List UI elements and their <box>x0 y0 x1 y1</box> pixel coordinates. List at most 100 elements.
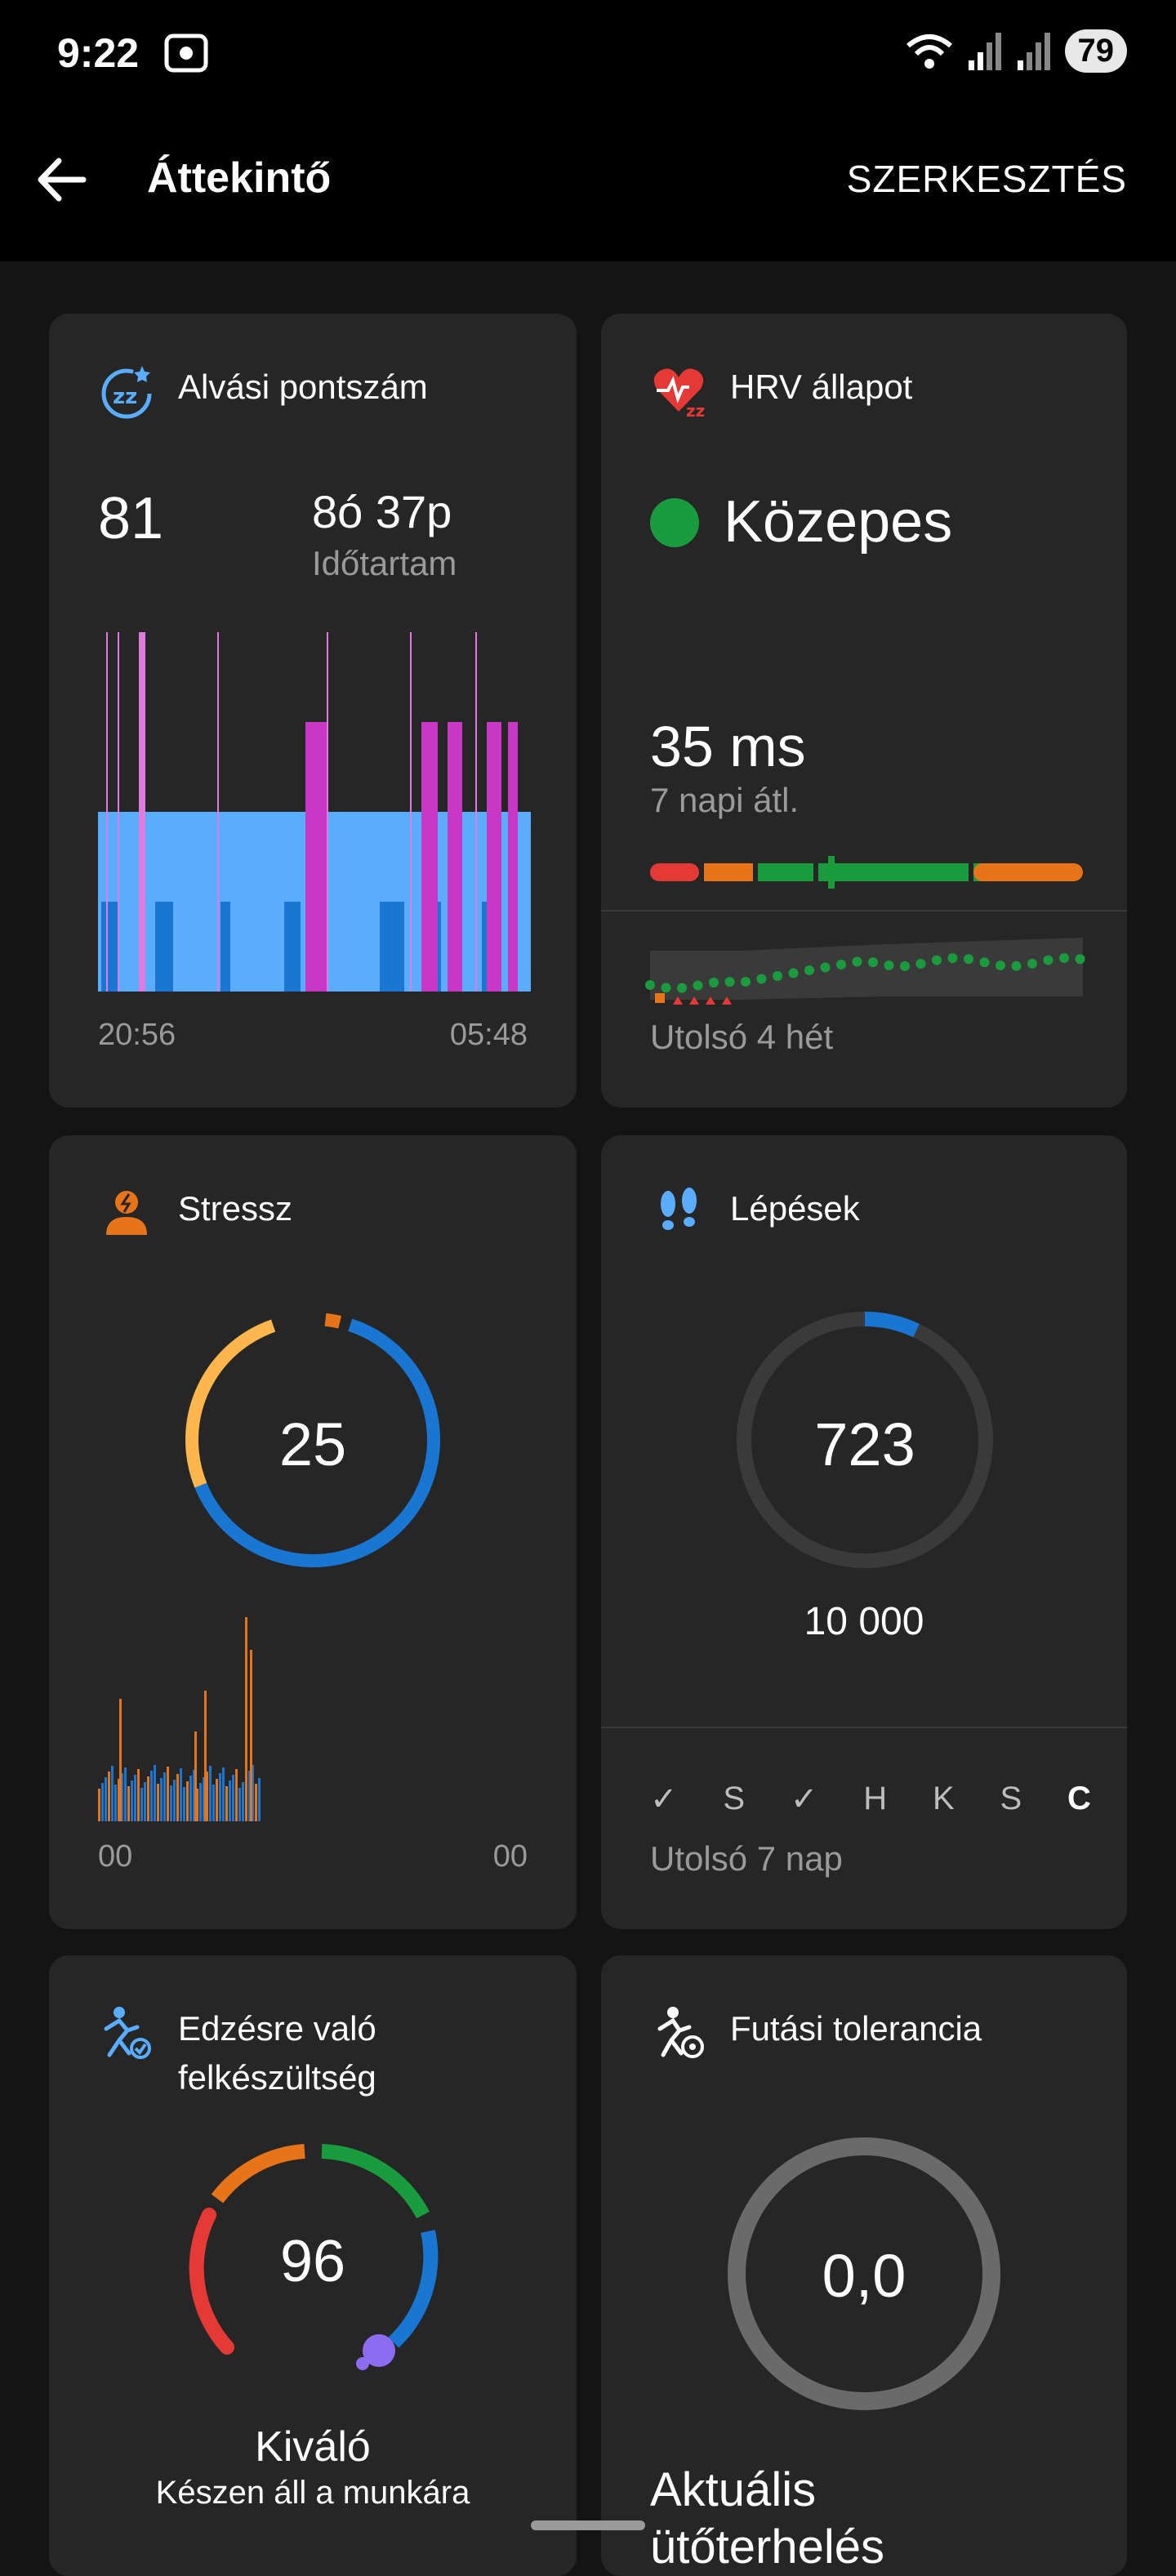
sleep-awake-mark <box>327 632 328 992</box>
hrv-trend-dot <box>1043 955 1054 965</box>
sleep-duration: 8ó 37p <box>312 486 452 537</box>
readiness-status: Kiváló <box>255 2423 371 2471</box>
hrv-card[interactable]: zz HRV állapot Közepes 35 ms 7 napi átl.… <box>601 314 1127 1108</box>
readiness-subtitle: Készen áll a munkára <box>155 2475 470 2511</box>
sleep-awake-mark <box>106 632 108 992</box>
steps-day-5: S <box>1000 1780 1022 1816</box>
steps-card[interactable]: Lépések 723 10 000 ✓ S ✓ H K S C Utolsó 7 nap <box>601 1135 1127 1929</box>
training-readiness-card[interactable]: Edzésre való felkészültség 96 Kiváló Kés… <box>49 1955 577 2576</box>
stress-bar <box>150 1771 153 1821</box>
sleep-score: 81 <box>98 486 164 551</box>
stress-bar <box>232 1775 234 1821</box>
stress-bar <box>216 1779 218 1821</box>
sleep-start-time: 20:56 <box>98 1018 176 1052</box>
stress-bar <box>114 1785 117 1821</box>
steps-week-row: ✓ S ✓ H K S C <box>650 1780 1091 1818</box>
hrv-range-bar <box>650 856 1083 889</box>
sleep-deep-segment <box>380 902 404 992</box>
hrv-trend-dot <box>915 958 926 969</box>
stress-bar <box>194 1731 197 1821</box>
sleep-score-card[interactable]: zz Alvási pontszám 81 8ó 37p Időtartam 2… <box>49 314 577 1108</box>
steps-day-3: H <box>863 1780 888 1816</box>
sleep-rem-segment <box>487 722 501 992</box>
stress-ring <box>185 1313 440 1567</box>
running-tolerance-icon <box>657 2007 704 2058</box>
heart-rate-icon: zz <box>653 368 705 420</box>
hrv-value: 35 ms <box>650 715 806 778</box>
hrv-trend-dot <box>996 960 1005 971</box>
gesture-handle[interactable] <box>531 2520 645 2530</box>
sleep-awake-mark <box>410 632 412 992</box>
hrv-divider <box>601 910 1127 911</box>
status-bar: 9:22 79 <box>0 0 1176 114</box>
steps-day-1: S <box>723 1780 746 1816</box>
sleep-deep-segment <box>155 902 173 992</box>
stress-bar <box>170 1785 172 1821</box>
screenshot-icon <box>164 33 208 73</box>
steps-day-0: ✓ <box>650 1781 678 1817</box>
steps-ring <box>737 1312 993 1568</box>
stress-bar <box>206 1772 208 1821</box>
stress-bar <box>124 1767 127 1821</box>
stress-bar <box>250 1650 252 1821</box>
readiness-title: Edzésre való felkészültség <box>178 2009 376 2097</box>
stress-bar <box>229 1780 231 1821</box>
stress-bar <box>137 1769 140 1821</box>
app-bar: Áttekintő SZERKESZTÉS <box>0 114 1176 261</box>
edit-button[interactable]: SZERKESZTÉS <box>846 158 1127 200</box>
sleep-duration-label: Időtartam <box>312 544 457 582</box>
stress-bar <box>193 1770 195 1821</box>
page-title: Áttekintő <box>147 154 332 202</box>
stress-value: 25 <box>278 1411 347 1478</box>
stress-bar <box>101 1783 104 1821</box>
stress-bar <box>209 1766 212 1821</box>
training-readiness-icon <box>104 2007 151 2059</box>
running-tolerance-card[interactable]: Futási tolerancia 0,0 Aktuális ütőterhel… <box>601 1955 1127 2576</box>
svg-text:zz: zz <box>113 385 137 409</box>
hrv-trend-dot <box>645 980 655 990</box>
stress-card[interactable]: Stressz 25 00 00 <box>49 1135 577 1929</box>
running-title: Futási tolerancia <box>730 2009 982 2048</box>
stress-bar <box>199 1783 202 1821</box>
stress-bar <box>189 1776 192 1821</box>
stress-bar <box>160 1778 163 1821</box>
stress-bar <box>173 1780 176 1821</box>
stress-bar <box>167 1767 169 1821</box>
steps-divider <box>601 1727 1127 1728</box>
sleep-awake-mark <box>475 632 477 992</box>
hrv-title: HRV állapot <box>730 368 913 406</box>
hrv-period: Utolsó 4 hét <box>650 1018 834 1056</box>
sleep-stages-chart <box>98 632 531 992</box>
sleep-end-time: 05:48 <box>449 1018 528 1052</box>
stress-bar <box>163 1772 166 1821</box>
steps-day-6: C <box>1067 1780 1091 1816</box>
stress-icon <box>106 1191 147 1235</box>
running-value: 0,0 <box>822 2242 906 2310</box>
stress-bar <box>98 1789 100 1821</box>
sleep-rem-segment <box>448 722 462 992</box>
stress-bar <box>127 1786 130 1821</box>
steps-day-4: K <box>932 1780 955 1816</box>
stress-bar <box>131 1780 133 1821</box>
stress-bar <box>183 1787 185 1821</box>
battery-badge: 79 <box>1064 29 1127 73</box>
signal-icon <box>968 32 1001 70</box>
hrv-status: Közepes <box>724 489 953 555</box>
stress-bar <box>111 1766 114 1821</box>
steps-goal: 10 000 <box>804 1600 924 1643</box>
sleep-light-segment <box>206 812 287 992</box>
sleep-rem-segment <box>305 722 328 992</box>
sleep-rem-segment <box>508 722 518 992</box>
hrv-trend-dot <box>947 953 958 964</box>
stress-bar <box>157 1784 159 1821</box>
back-arrow-icon[interactable] <box>33 151 90 208</box>
footsteps-icon <box>661 1188 697 1230</box>
steps-day-2: ✓ <box>790 1781 818 1817</box>
stress-bar <box>248 1771 251 1821</box>
stress-title: Stressz <box>178 1189 293 1228</box>
sleep-deep-segment <box>284 902 301 992</box>
hrv-trend-dot <box>979 957 990 968</box>
hrv-trend-dot <box>773 971 782 981</box>
stress-bar <box>176 1774 179 1821</box>
stress-bar <box>219 1773 221 1821</box>
